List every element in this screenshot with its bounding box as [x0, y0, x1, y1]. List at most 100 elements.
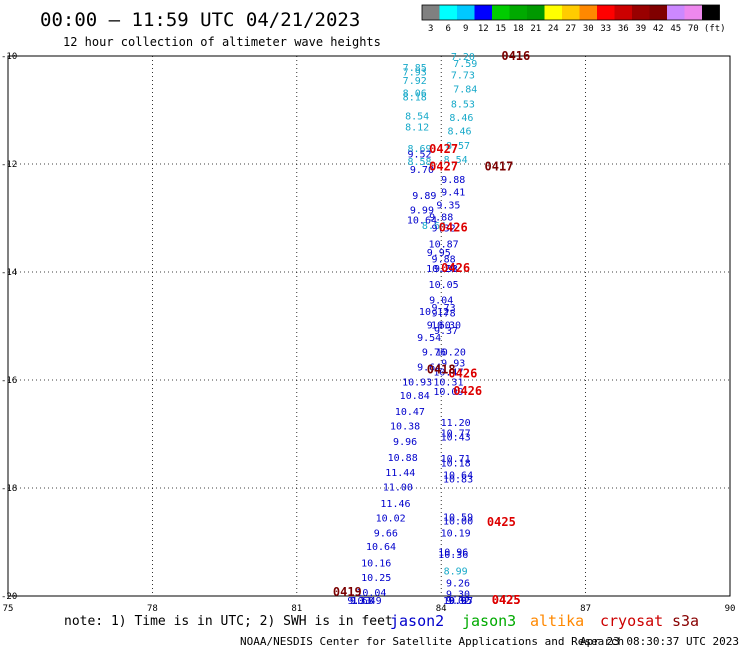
wave-height-label: 8.53	[451, 99, 475, 110]
wave-height-label: 8.64	[422, 221, 446, 232]
satellite-legend-jason2: jason2	[390, 612, 444, 630]
scale-swatch	[632, 5, 650, 20]
wave-height-label: 10.20	[436, 348, 466, 359]
wave-height-label: 9.35	[436, 200, 460, 211]
pass-time-label: 0425	[492, 593, 521, 607]
wave-height-label: 8.46	[449, 113, 473, 124]
pass-time-label: 0426	[453, 384, 482, 398]
scale-tick-label: 42	[653, 24, 664, 34]
scale-swatch	[457, 5, 475, 20]
scale-tick-label: 21	[530, 24, 541, 34]
wave-height-label: 10.83	[443, 475, 473, 486]
wave-height-label: 10.38	[390, 422, 420, 433]
wave-height-label: 7.84	[453, 85, 477, 96]
wave-height-label: 9.64	[417, 362, 441, 373]
scale-tick-label: 33	[600, 24, 611, 34]
wave-height-label: 8.12	[405, 123, 429, 134]
scale-tick-label: 15	[495, 24, 506, 34]
axis-ticks: 75 78 81 84 87 90 -10 -12 -14 -16 -18 -20	[1, 52, 735, 614]
wave-height-label: 10.49	[352, 596, 382, 607]
wave-height-label: 10.77	[441, 429, 471, 440]
wave-height-label: 10.87	[429, 240, 459, 251]
scale-tick-label: 45	[670, 24, 681, 34]
wave-height-label: 7.20	[451, 52, 475, 63]
wave-height-label: 9.89	[412, 191, 436, 202]
wave-height-label: 10.96	[438, 548, 468, 559]
wave-height-label: 10.25	[361, 573, 391, 584]
wave-height-label: 10.47	[395, 407, 425, 418]
wave-height-label: 11.46	[380, 499, 410, 510]
scale-swatch	[527, 5, 545, 20]
y-tick-label: -12	[1, 160, 17, 170]
y-tick-label: -20	[1, 592, 17, 602]
x-tick-label: 75	[3, 604, 14, 614]
wave-height-label: 7.85	[403, 63, 427, 74]
wave-height-label: 10.16	[361, 558, 391, 569]
footer-note: note: 1) Time is in UTC; 2) SWH is in fe…	[64, 614, 393, 629]
pass-time-label: 0426	[448, 366, 477, 380]
pass-time-label: 0418	[427, 363, 456, 377]
pass-time-label: 0426	[439, 221, 468, 235]
wave-height-label: 8.18	[403, 92, 427, 103]
x-tick-label: 90	[725, 604, 736, 614]
wave-height-label: 9.88	[432, 254, 456, 265]
wave-height-color-scale: 3 6 9 12 15 18 21 24 27 30 33 36 39 42 45 70 (ft)	[421, 4, 726, 34]
x-tick-label: 84	[436, 604, 447, 614]
wave-height-label: 9.60	[427, 321, 451, 332]
wave-height-label: 9.54	[417, 333, 441, 344]
wave-height-label: 8.57	[446, 141, 470, 152]
wave-height-label: 9.93	[441, 359, 465, 370]
chart-title: 00:00 – 11:59 UTC 04/21/2023	[40, 9, 360, 31]
wave-height-label: 9.95	[427, 248, 451, 259]
wave-height-label: 9.73	[432, 303, 456, 314]
wave-height-label: 11.20	[441, 418, 471, 429]
wave-height-label: 10.19	[441, 529, 471, 540]
wave-height-label: 11.00	[383, 483, 413, 494]
plot-frame	[7, 55, 731, 597]
wave-height-label: 10.47	[433, 368, 463, 379]
plot-grid	[7, 55, 731, 597]
wave-height-label: 8.06	[403, 89, 427, 100]
wave-height-label: 10.88	[388, 453, 418, 464]
wave-height-label: 8.69	[407, 144, 431, 155]
scale-tick-label: 30	[583, 24, 594, 34]
scale-swatch	[614, 5, 632, 20]
wave-height-label: 8.46	[447, 126, 471, 137]
wave-height-label: 10.20	[426, 264, 456, 275]
wave-height-label: 9.37	[434, 326, 458, 337]
scale-swatch	[492, 5, 510, 20]
scale-frame	[421, 4, 720, 21]
satellite-legend-s3a: s3a	[672, 612, 699, 630]
wave-height-label: 10.30	[431, 321, 461, 332]
scale-tick-label: 36	[618, 24, 629, 34]
pass-time-label: 0419	[333, 585, 362, 599]
pass-time-label: 0427	[429, 159, 458, 173]
scale-tick-label: 9	[463, 24, 468, 34]
wave-height-label: 7.93	[403, 67, 427, 78]
wave-height-label: 10.02	[376, 513, 406, 524]
wave-height-label: 9.78	[432, 308, 456, 319]
pass-time-label: 0425	[492, 593, 521, 607]
wave-height-label: 9.41	[441, 187, 465, 198]
wave-height-label: 10.43	[441, 432, 471, 443]
wave-height-label: 9.33	[347, 596, 371, 607]
y-tick-label: -10	[1, 52, 17, 62]
pass-time-label: 0417	[485, 159, 514, 173]
scale-tick-label: 18	[513, 24, 524, 34]
scale-tick-label: 39	[635, 24, 646, 34]
x-tick-label: 87	[580, 604, 591, 614]
wave-height-label: 10.05	[429, 280, 459, 291]
footer-timestamp: Apr 23 08:30:37 UTC 2023	[580, 635, 739, 648]
wave-height-label: 10.71	[441, 454, 471, 465]
wave-height-label: 9.88	[429, 213, 453, 224]
x-tick-label: 81	[291, 604, 302, 614]
wave-height-label: 8.99	[444, 566, 468, 577]
wave-height-label: 7.73	[451, 71, 475, 82]
pass-time-label: 0425	[487, 515, 516, 529]
wave-height-label: 7.92	[403, 76, 427, 87]
wave-height-label: 10.64	[443, 470, 473, 481]
wave-height-label: 10.07	[443, 596, 473, 607]
satellite-legend: jason2 jason3 altika cryosat s3a	[390, 612, 699, 630]
wave-height-label: 9.30	[446, 590, 470, 601]
